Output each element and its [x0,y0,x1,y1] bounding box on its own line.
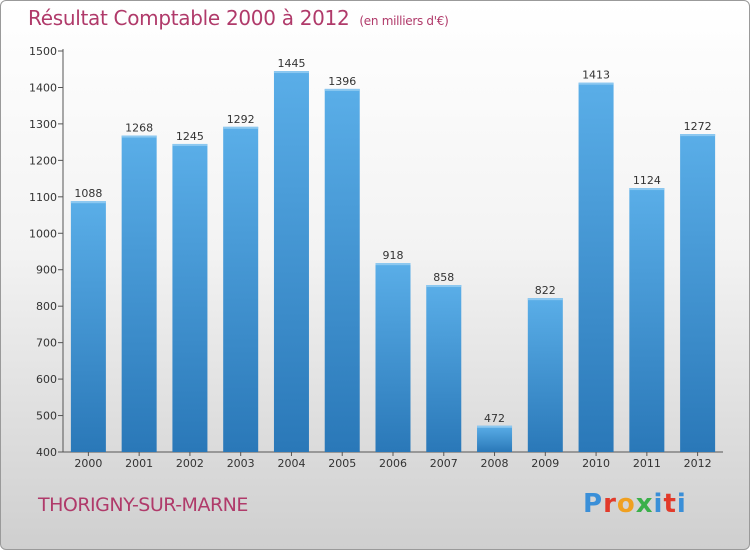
y-tick-label: 1300 [29,118,57,131]
y-tick-label: 800 [36,300,57,313]
y-tick-label: 1200 [29,154,57,167]
logo-letter: o [616,489,636,519]
y-tick-label: 1500 [29,45,57,58]
bar-top-highlight [426,285,462,288]
data-label: 822 [535,284,556,297]
bar [375,263,411,452]
bar [172,143,208,452]
proxiti-logo: Proxiti [583,489,687,519]
data-label: 472 [484,412,505,425]
title-unit: (en milliers d'€) [359,14,449,28]
bar-top-highlight [273,71,309,74]
bar-top-highlight [477,425,513,428]
bar [680,134,716,452]
x-tick-label: 2011 [633,457,661,470]
x-tick-label: 2004 [277,457,305,470]
y-tick-label: 1000 [29,227,57,240]
logo-letter: i [653,489,664,519]
bar-top-highlight [172,143,208,146]
x-tick-label: 2003 [227,457,255,470]
bar-top-highlight [578,82,614,85]
bar [324,88,360,453]
y-tick-label: 400 [36,446,57,459]
data-label: 1413 [582,69,610,82]
logo-letter: x [635,489,654,519]
x-tick-label: 2005 [328,457,356,470]
y-tick-label: 900 [36,264,57,277]
bar [477,425,513,452]
y-tick-label: 700 [36,337,57,350]
logo-letter: i [676,489,687,519]
y-tick-label: 1100 [29,191,57,204]
data-label: 1124 [633,174,661,187]
y-tick-label: 500 [36,410,57,423]
x-tick-label: 2012 [684,457,712,470]
title-text: Résultat Comptable 2000 à 2012 [28,6,350,30]
bar [578,82,614,452]
bar-top-highlight [324,88,360,91]
bar [121,135,157,453]
bar-top-highlight [121,135,157,138]
x-tick-label: 2002 [176,457,204,470]
bar [223,126,259,453]
commune-name: THORIGNY-SUR-MARNE [38,494,248,516]
bar [426,285,462,452]
y-tick-label: 1400 [29,81,57,94]
data-label: 1292 [227,113,255,126]
bar-top-highlight [70,201,106,204]
data-label: 1396 [328,75,356,88]
x-tick-label: 2006 [379,457,407,470]
x-tick-label: 2008 [481,457,509,470]
data-label: 1445 [277,57,305,70]
bar [629,188,665,452]
bar [70,201,106,452]
bar-top-highlight [375,263,411,266]
x-tick-label: 2001 [125,457,153,470]
bar-top-highlight [527,298,563,301]
data-label: 858 [433,271,454,284]
logo-letter: P [583,489,604,519]
data-label: 1272 [684,120,712,133]
data-label: 1268 [125,122,153,135]
bar-top-highlight [223,126,259,129]
y-tick-label: 600 [36,373,57,386]
bar [527,298,563,452]
chart-title: Résultat Comptable 2000 à 2012 (en millie… [28,6,449,30]
bar-top-highlight [629,188,665,191]
data-label: 1245 [176,130,204,143]
bar-top-highlight [680,134,716,137]
x-tick-label: 2010 [582,457,610,470]
x-tick-label: 2007 [430,457,458,470]
x-tick-label: 2009 [531,457,559,470]
logo-letter: t [663,489,677,519]
bar [273,71,309,453]
data-label: 1088 [74,187,102,200]
logo-letter: r [603,489,617,519]
data-label: 918 [383,249,404,262]
x-tick-label: 2000 [74,457,102,470]
